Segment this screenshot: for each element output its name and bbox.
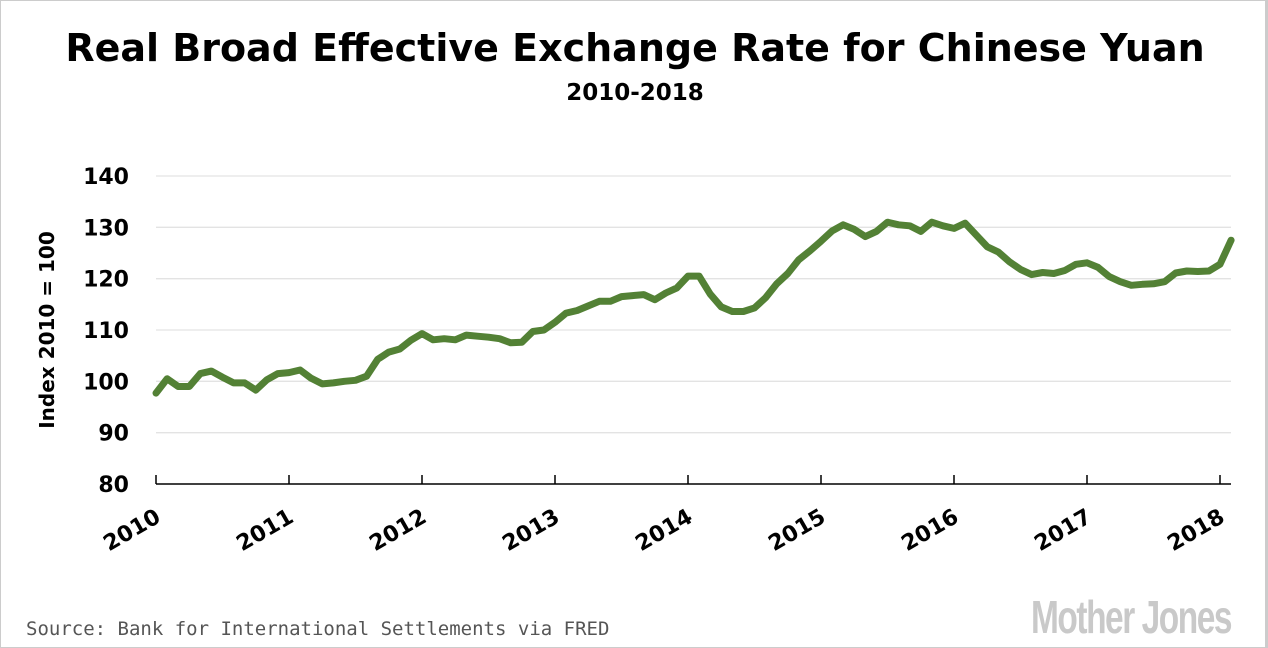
x-tick-label: 2010 — [99, 505, 165, 557]
x-axis-ticks: 2010 2011 2012 2013 2014 2015 2016 2017 2018 — [99, 475, 1229, 557]
x-tick-label: 2016 — [897, 505, 963, 557]
x-tick-label: 2012 — [365, 505, 431, 557]
chart-subtitle: 2010-2018 — [566, 80, 704, 106]
x-tick-label: 2017 — [1030, 505, 1096, 557]
y-tick-label: 100 — [83, 370, 129, 395]
data-points — [155, 222, 1232, 394]
mother-jones-logo: Mother Jones — [1031, 591, 1231, 643]
y-tick-label: 130 — [83, 216, 129, 241]
y-tick-label: 120 — [83, 268, 129, 293]
source-note: Source: Bank for International Settlemen… — [26, 618, 609, 640]
x-tick-label: 2011 — [232, 505, 298, 557]
chart-title: Real Broad Effective Exchange Rate for C… — [65, 26, 1204, 70]
y-tick-label: 90 — [98, 422, 129, 447]
y-tick-label: 140 — [83, 165, 129, 190]
y-tick-label: 80 — [98, 473, 129, 498]
x-tick-label: 2014 — [631, 505, 697, 557]
x-tick-label: 2018 — [1163, 505, 1229, 557]
y-tick-label: 110 — [83, 319, 129, 344]
y-axis-ticks: 80 90 100 110 120 130 140 — [83, 165, 129, 498]
gridlines — [156, 175, 1231, 434]
series-line — [152, 218, 1235, 397]
x-tick-label: 2013 — [498, 505, 564, 557]
x-tick-label: 2015 — [764, 505, 830, 557]
y-axis-label: Index 2010 = 100 — [35, 231, 59, 429]
